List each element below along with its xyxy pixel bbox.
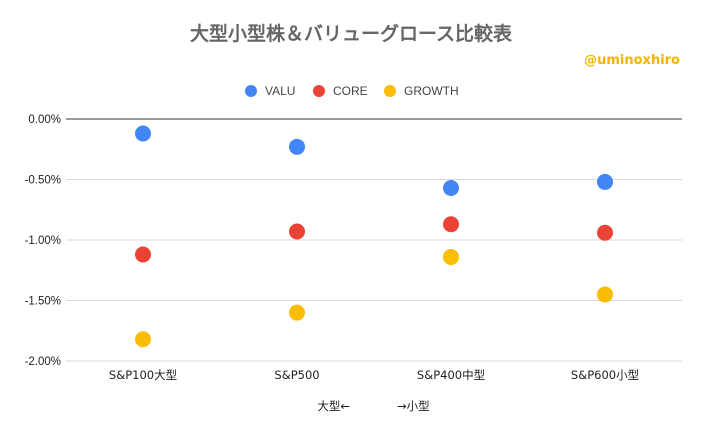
point-valu <box>289 138 305 155</box>
legend-marker-valu <box>245 85 257 97</box>
point-growth <box>289 304 305 321</box>
x-axis-label-small: →小型 <box>397 399 430 413</box>
point-valu <box>135 125 151 142</box>
legend-marker-core <box>313 85 325 97</box>
legend-label-valu: VALU <box>265 84 295 98</box>
y-tick-label: -1.00% <box>25 235 61 247</box>
legend: VALU CORE GROWTH <box>245 84 459 98</box>
y-tick-label: 0.00% <box>28 114 61 126</box>
x-tick-label: S&P400中型 <box>417 368 485 382</box>
y-tick-label: -1.50% <box>25 296 61 308</box>
point-core <box>135 246 151 263</box>
point-valu <box>597 173 613 190</box>
point-growth <box>443 248 459 265</box>
point-core <box>443 216 459 233</box>
legend-label-core: CORE <box>333 84 368 98</box>
y-tick-label: -2.00% <box>25 356 61 368</box>
point-growth <box>597 286 613 303</box>
gridlines <box>66 118 682 362</box>
point-core <box>289 223 305 240</box>
x-axis-categories: S&P100大型 S&P500 S&P400中型 S&P600小型 <box>109 368 639 382</box>
point-growth <box>135 331 151 348</box>
point-valu <box>443 179 459 196</box>
point-core <box>597 224 613 241</box>
x-tick-label: S&P600小型 <box>571 368 639 382</box>
chart-title: 大型小型株＆バリューグロース比較表 <box>190 22 513 45</box>
data-points <box>135 125 613 348</box>
x-axis-label-large: 大型← <box>317 399 350 413</box>
x-tick-label: S&P100大型 <box>109 368 177 382</box>
y-tick-label: -0.50% <box>25 175 61 187</box>
legend-marker-growth <box>384 85 396 97</box>
y-axis-ticks: 0.00% -0.50% -1.00% -1.50% -2.00% <box>25 114 61 368</box>
legend-label-growth: GROWTH <box>404 84 459 98</box>
watermark-handle: @uminoxhiro <box>584 53 680 68</box>
x-tick-label: S&P500 <box>274 368 319 382</box>
